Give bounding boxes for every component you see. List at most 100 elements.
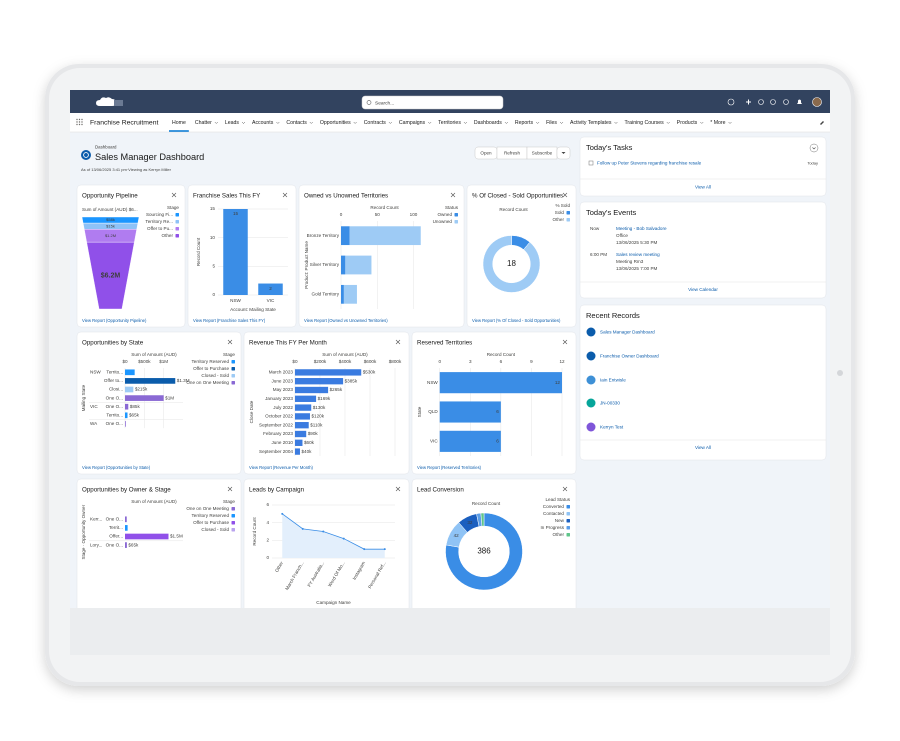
- legend-swatch: [231, 514, 235, 518]
- nav-item[interactable]: Files: [546, 120, 557, 126]
- notifications-icon[interactable]: [797, 99, 802, 105]
- widget-title: Owned vs Unowned Territories: [304, 193, 388, 200]
- y-tick-label: May 2023: [273, 387, 294, 392]
- tasks-menu[interactable]: [809, 143, 819, 153]
- report-link[interactable]: View Report (Reserved Territories): [417, 465, 482, 470]
- nav-item[interactable]: Training Courses: [624, 120, 664, 126]
- y-tick-label: June 2023: [272, 378, 294, 383]
- record-link[interactable]: JN-00330: [600, 400, 620, 405]
- recent-view-all[interactable]: View All: [695, 445, 711, 450]
- legend-label: Unowned: [433, 219, 453, 224]
- nav-item[interactable]: Campaigns: [399, 120, 426, 126]
- search-box[interactable]: [361, 95, 504, 110]
- bar: [125, 369, 135, 376]
- bar: [294, 448, 300, 455]
- event-title[interactable]: Meeting - Bob Salvadore: [616, 226, 667, 231]
- edit-nav-icon[interactable]: [820, 121, 824, 125]
- line-point: [301, 527, 304, 530]
- expand-icon[interactable]: [395, 486, 401, 492]
- nav-item[interactable]: Dashboards: [474, 120, 502, 126]
- funnel-label: $58k: [106, 217, 115, 222]
- setup-icon[interactable]: [783, 99, 789, 105]
- funnel-label: $6.2M: [101, 272, 121, 279]
- x-tick-label: 9: [530, 359, 533, 364]
- legend-label: Other: [162, 233, 174, 238]
- nav-item[interactable]: Accounts: [252, 120, 274, 126]
- legend-swatch: [231, 528, 235, 532]
- nav-item[interactable]: Contacts: [286, 120, 307, 126]
- expand-icon[interactable]: [450, 192, 456, 198]
- row-label: Territo...: [106, 413, 123, 418]
- expand-icon[interactable]: [395, 339, 401, 345]
- line-point: [342, 537, 345, 540]
- bar-value-label: $65k: [128, 542, 139, 547]
- tasks-view-all[interactable]: View All: [695, 185, 711, 190]
- nav-item[interactable]: Territories: [438, 120, 461, 126]
- nav-item[interactable]: Leads: [225, 120, 240, 126]
- record-link[interactable]: Franchise Owner Dashboard: [600, 353, 659, 358]
- nav-item[interactable]: Activity Templates: [570, 120, 612, 126]
- trailhead-icon[interactable]: [758, 99, 764, 105]
- y-axis-title: Stage · Opportunity Owner: [81, 504, 86, 559]
- task-text[interactable]: Follow up Peter Stevens regarding franch…: [597, 160, 702, 165]
- nav-item[interactable]: Products: [677, 120, 698, 126]
- report-link[interactable]: View Report (Franchise Sales This FY): [193, 318, 266, 323]
- event-title[interactable]: Sales review meeting: [616, 252, 660, 257]
- expand-icon[interactable]: [562, 339, 568, 345]
- report-link[interactable]: View Report (Revenue Per Month): [249, 465, 314, 470]
- legend-swatch: [175, 227, 179, 231]
- y-axis-title: Record Count: [196, 237, 201, 266]
- legend-swatch: [175, 234, 179, 238]
- bar-value-label: $1.3M: [177, 378, 190, 383]
- report-link[interactable]: View Report (Opportunities by State): [82, 465, 151, 470]
- nav-item[interactable]: Reports: [515, 120, 534, 126]
- x-tick-label: $0: [292, 359, 298, 364]
- bar-value-label: $1.5M: [170, 534, 183, 539]
- record-link[interactable]: Sales Manager Dashboard: [600, 329, 655, 334]
- expand-icon[interactable]: [227, 339, 233, 345]
- expand-icon[interactable]: [562, 192, 568, 198]
- nav-item[interactable]: Chatter: [195, 120, 212, 126]
- event-time: Now: [590, 226, 600, 231]
- bar-segment: [349, 226, 421, 246]
- nav-item[interactable]: * More: [710, 120, 725, 126]
- events-view-calendar[interactable]: View Calendar: [688, 287, 718, 292]
- record-link[interactable]: Kerryn Test: [600, 424, 624, 429]
- y-axis-title: Mailing State: [81, 384, 86, 411]
- bar-value-label: $265k: [330, 387, 343, 392]
- task-checkbox[interactable]: [588, 160, 594, 166]
- bar: [125, 421, 126, 427]
- expand-icon[interactable]: [282, 192, 288, 198]
- expand-icon[interactable]: [171, 192, 177, 198]
- y-tick-label: QLD: [428, 409, 438, 414]
- expand-icon[interactable]: [227, 486, 233, 492]
- expand-icon[interactable]: [562, 486, 568, 492]
- nav-item[interactable]: Opportunities: [320, 120, 351, 126]
- legend-label: Territory Reserved: [191, 513, 229, 518]
- avatar[interactable]: [812, 97, 822, 107]
- bar-value-label: $169k: [318, 396, 331, 401]
- legend-swatch: [175, 220, 179, 224]
- legend-label: Other: [553, 532, 565, 537]
- report-link[interactable]: View Report (Owned vs Unowned Territorie…: [304, 318, 388, 323]
- app-name: Franchise Recruitment: [90, 119, 158, 126]
- nav-item[interactable]: Home: [172, 120, 186, 126]
- app-launcher[interactable]: [76, 118, 83, 126]
- nav-item[interactable]: Contracts: [364, 120, 387, 126]
- bar: [125, 386, 134, 393]
- bar-value-label: $90k: [308, 431, 319, 436]
- report-link[interactable]: View Report (% Of Closed - Sold Opportun…: [472, 318, 561, 323]
- favorites-icon[interactable]: [727, 98, 735, 106]
- subscribe-button-label: Subscribe: [532, 150, 553, 155]
- legend-swatch: [231, 521, 235, 525]
- record-link[interactable]: Iain Entwisle: [600, 377, 626, 382]
- nav-items: Home Chatter Leads Accounts Contacts Opportun…: [169, 120, 732, 132]
- report-link[interactable]: View Report (Opportunity Pipeline): [82, 318, 147, 323]
- y-tick-label: January 2023: [265, 396, 293, 401]
- help-icon[interactable]: [770, 99, 776, 105]
- donut-slice: [480, 512, 485, 527]
- legend-label: Sold: [555, 210, 565, 215]
- bar: [294, 386, 329, 394]
- x-axis-title: Sum of Amount (AUD): [131, 499, 177, 504]
- widget-title: Reserved Territories: [417, 340, 472, 347]
